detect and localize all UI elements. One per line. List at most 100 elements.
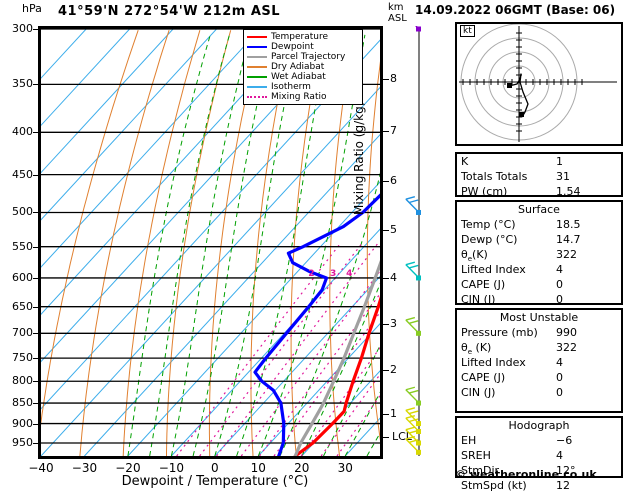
wind-barb [405,261,421,281]
table-key: K [461,155,469,168]
wind-barb [405,12,421,32]
table-row: EH −6 [457,433,621,448]
legend-swatch [247,86,267,88]
legend-swatch [247,36,267,38]
temperature-tick-label: 10 [250,461,266,475]
pressure-tick [33,29,39,30]
wind-barb [405,386,421,406]
pressure-tick [33,84,39,86]
table-row: Temp (°C) 18.5 [457,217,621,232]
pressure-tick [33,358,39,360]
height-tick-label: 3 [390,317,397,331]
table-key: Totals Totals [461,170,528,183]
legend-swatch [247,76,267,78]
pressure-tick [33,403,39,405]
legend-item: Temperature [247,32,359,42]
wind-barb [405,407,421,427]
table-key: CIN (J) [461,293,496,306]
table-key: Pressure (mb) [461,326,538,339]
height-tick [383,277,389,279]
table-row: Lifted Index 4 [457,262,621,277]
pressure-tick-label: 550 [12,239,33,253]
table-row: CAPE (J) 0 [457,370,621,385]
pressure-tick [33,174,39,176]
height-tick-label: 2 [390,362,397,376]
mixing-ratio-axis-title: Mixing Ratio (g/kg) [352,101,366,215]
legend-item: Parcel Trajectory [247,52,359,62]
pressure-tick-label: 600 [12,270,33,284]
table-row: Dewp (°C) 14.7 [457,232,621,247]
table-title: Hodograph [508,419,570,432]
temperature-tick-label: −10 [158,461,185,475]
legend-label: Temperature [271,32,329,42]
temperature-tick-label: −40 [28,461,54,475]
table-key: θe(K) [461,248,488,264]
pressure-tick-label: 700 [12,326,33,340]
table-row: CAPE (J) 0 [457,277,621,292]
wind-barb-canvas [405,12,421,456]
pressure-tick [33,306,39,308]
legend-item: Mixing Ratio [247,92,359,102]
temperature-tick-label: 0 [211,461,219,475]
temperature-tick-label: 30 [337,461,353,475]
pressure-axis-unit: hPa [22,2,42,15]
pressure-tick [33,443,39,444]
height-tick-label: 7 [390,123,397,137]
height-tick [383,413,389,415]
height-tick [383,79,389,81]
pressure-tick-label: 650 [12,299,33,313]
height-axis-unit: km [388,2,404,13]
table-value: 4 [556,449,563,462]
pressure-tick-label: 750 [12,351,33,365]
legend-label: Wet Adiabat [271,72,326,82]
skewt-canvas [41,29,380,456]
table-row: SREH 4 [457,448,621,463]
legend-label: Mixing Ratio [271,92,327,102]
hodograph-unit-label: kt [460,25,475,37]
legend-swatch [247,56,267,58]
table-value: 31 [556,170,570,183]
lcl-tick [383,437,389,439]
table-key: Dewp (°C) [461,233,518,246]
pressure-tick-label: 950 [12,436,33,449]
pressure-tick [33,423,39,425]
table-value: 0 [556,293,563,306]
table-key: PW (cm) [461,185,508,198]
table-row: θe(K) 322 [457,247,621,264]
table-key: Lifted Index [461,356,526,369]
table-value: 18.5 [556,218,581,231]
table-row: CIN (J) 0 [457,385,621,400]
height-tick [383,369,389,371]
table-value: 14.7 [556,233,581,246]
mixing-ratio-label: 4 [346,268,353,279]
table-row: PW (cm) 1.54 [457,184,621,199]
height-tick-label: 8 [390,72,397,86]
table-value: 0 [556,371,563,384]
legend-item: Wet Adiabat [247,72,359,82]
table-key: EH [461,434,477,447]
pressure-tick [33,132,39,134]
temperature-tick-label: −30 [71,461,98,475]
table-value: 322 [556,341,577,354]
surface-parcel-table: Surface Temp (°C) 18.5 Dewp (°C) 14.7 θe(K) 32… [455,200,623,306]
table-value: 1.54 [556,185,581,198]
legend-swatch [247,46,267,48]
height-tick [383,181,389,183]
pressure-tick-label: 800 [12,374,33,388]
hodograph-canvas [455,23,617,142]
table-key: Lifted Index [461,263,526,276]
table-value: −6 [556,434,573,447]
temperature-tick-label: −20 [115,461,141,475]
temperature-tick-label: 20 [294,461,310,475]
legend-label: Isotherm [271,82,311,92]
height-tick-label: 1 [390,406,397,420]
pressure-tick [33,212,39,214]
table-row: Totals Totals 31 [457,169,621,184]
wind-barb [405,415,421,434]
pressure-tick [33,277,39,279]
height-axis-datum: ASL [388,13,407,24]
pressure-tick [33,381,39,383]
mixing-ratio-label: 3 [330,268,337,279]
hodograph-panel [455,22,623,146]
table-value: 12° [556,464,576,477]
